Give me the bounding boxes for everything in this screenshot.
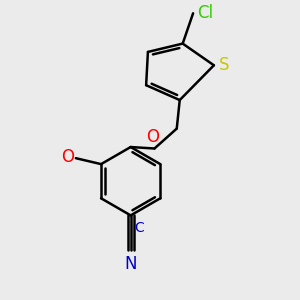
Text: C: C	[134, 221, 144, 235]
Text: O: O	[146, 128, 160, 146]
Text: O: O	[61, 148, 74, 166]
Text: S: S	[219, 56, 230, 74]
Text: Cl: Cl	[198, 4, 214, 22]
Text: N: N	[124, 255, 137, 273]
